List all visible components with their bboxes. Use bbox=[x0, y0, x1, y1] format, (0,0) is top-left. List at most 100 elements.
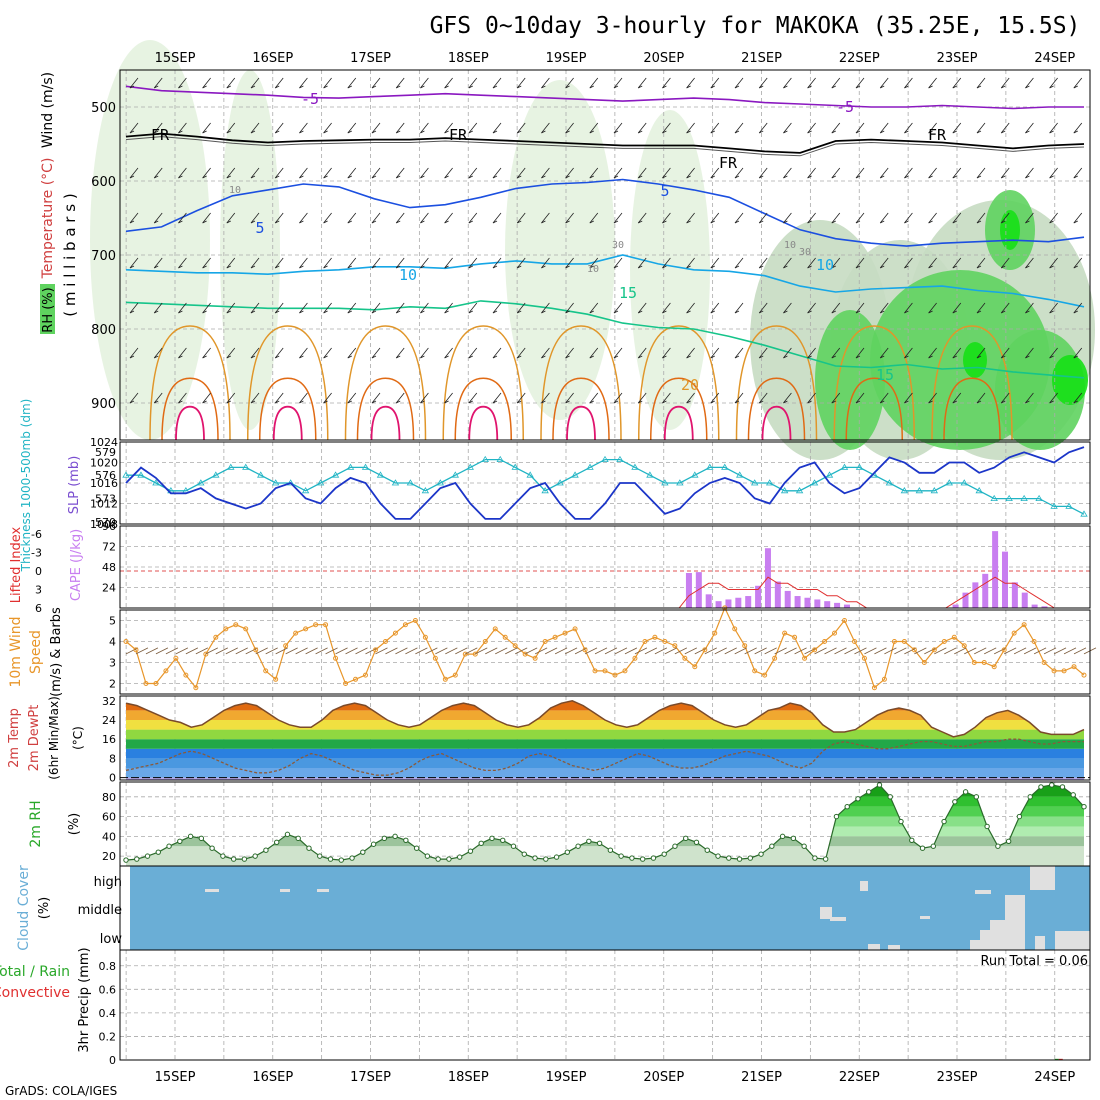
wind-barb bbox=[395, 257, 405, 269]
rh-2m-marker bbox=[284, 831, 291, 838]
thickness-marker bbox=[137, 471, 145, 478]
rh-legend-swatch bbox=[40, 284, 55, 334]
contour-label: FR bbox=[719, 154, 738, 172]
thickness-marker bbox=[257, 471, 265, 478]
wind-barb bbox=[758, 167, 768, 179]
thickness-marker bbox=[930, 487, 939, 494]
wind-barb-10m bbox=[495, 647, 508, 655]
wind-barb bbox=[783, 347, 792, 359]
wind-speed-marker bbox=[602, 668, 608, 674]
wind-barb bbox=[1049, 302, 1058, 314]
wind-barb bbox=[855, 347, 865, 359]
wind-barb bbox=[783, 257, 792, 269]
wind-barb-10m bbox=[754, 647, 767, 655]
wind-barb-10m bbox=[614, 647, 628, 655]
wind-barb bbox=[855, 257, 865, 269]
wind-speed-marker bbox=[472, 651, 478, 657]
rh-2m-marker bbox=[241, 856, 248, 862]
wind-barb bbox=[758, 392, 768, 404]
rh-2m-marker bbox=[510, 843, 517, 849]
wind-barb bbox=[129, 212, 139, 224]
wind-barb bbox=[347, 347, 357, 359]
contour-label: 10 bbox=[399, 266, 417, 284]
wind-barb-10m bbox=[854, 647, 867, 655]
wind-barb bbox=[1025, 77, 1034, 89]
lifted-tick-label: 3 bbox=[35, 584, 42, 597]
wind-barb bbox=[371, 122, 381, 134]
wind-speed-marker bbox=[153, 681, 159, 686]
cape-tick-label: 96 bbox=[102, 520, 116, 533]
wind-barb bbox=[928, 212, 937, 224]
wind-barb bbox=[565, 167, 574, 179]
cloud-cell bbox=[1005, 895, 1025, 920]
wind-barb bbox=[637, 347, 647, 359]
thickness-marker bbox=[691, 471, 699, 478]
wind-speed-marker bbox=[243, 626, 249, 632]
wind-barb bbox=[662, 257, 671, 269]
wind-barb-10m bbox=[894, 647, 907, 655]
cloud-cell bbox=[888, 945, 900, 950]
wind-barb-10m bbox=[205, 647, 219, 655]
cape-bar bbox=[745, 596, 752, 608]
temp-ylabel-3: (6hr Min/Max) bbox=[47, 696, 61, 780]
thickness-marker bbox=[511, 463, 519, 470]
wind-barb bbox=[686, 302, 695, 314]
wind-speed-marker bbox=[1021, 622, 1027, 628]
wind-speed-marker bbox=[462, 651, 468, 657]
wind-barb bbox=[904, 77, 913, 89]
temp-panel-frame bbox=[119, 695, 1091, 781]
wind-barb-10m bbox=[594, 647, 608, 655]
wind-barb-10m bbox=[245, 647, 258, 655]
wind-barb bbox=[395, 167, 405, 179]
cloud-cover-fill bbox=[130, 866, 1090, 950]
rh-2m-marker bbox=[564, 849, 571, 855]
wind-barb bbox=[734, 257, 744, 269]
thickness-marker bbox=[990, 494, 998, 501]
rh-2m-marker bbox=[995, 843, 1001, 849]
contour-label: 5 bbox=[255, 219, 264, 237]
wind-barb-10m bbox=[185, 647, 199, 655]
thickness-marker bbox=[586, 463, 594, 470]
rh-2m-marker bbox=[424, 853, 431, 859]
wind-ylabel-2: Speed bbox=[28, 630, 44, 674]
wind-barb bbox=[274, 257, 284, 269]
rh-2m-marker bbox=[704, 847, 710, 853]
thickness-marker bbox=[331, 471, 340, 478]
rh-tick-label: 80 bbox=[102, 791, 116, 804]
slp-ylabel: SLP (mb) bbox=[67, 456, 82, 515]
wind-speed-marker bbox=[851, 639, 857, 644]
precip-total-legend: Total / Rain bbox=[0, 964, 70, 980]
wind-barb-10m bbox=[145, 647, 159, 655]
wind-barb bbox=[1025, 167, 1034, 179]
thickness-marker bbox=[227, 463, 235, 470]
wind-barb bbox=[299, 392, 308, 404]
temp-ylabel-4: (°C) bbox=[71, 726, 85, 750]
wind-barb bbox=[1000, 122, 1010, 134]
thickness-marker bbox=[721, 463, 729, 470]
wind-barb-10m bbox=[714, 647, 727, 655]
rh-2m-marker bbox=[263, 847, 269, 853]
wind-barb bbox=[516, 122, 526, 134]
isotherm-25 bbox=[356, 377, 415, 441]
wind-speed-marker bbox=[951, 634, 957, 640]
wind-speed-marker bbox=[143, 681, 149, 686]
cloud-cell bbox=[830, 917, 846, 921]
wind-barb-10m bbox=[325, 647, 338, 655]
wind-barb bbox=[637, 122, 647, 134]
wind-barb-10m bbox=[1003, 647, 1017, 655]
thickness-marker bbox=[466, 463, 474, 470]
temp-tick-label: 8 bbox=[109, 752, 116, 765]
slp-tick-label: 1016 bbox=[90, 477, 118, 490]
wind-barb bbox=[565, 302, 574, 314]
rh-2m-marker bbox=[478, 840, 484, 846]
cape-bar bbox=[962, 592, 969, 608]
thickness-marker bbox=[1050, 502, 1058, 509]
precip-tick-label: 0 bbox=[109, 1054, 116, 1067]
wind-barb bbox=[952, 77, 962, 89]
wind-barb bbox=[250, 77, 260, 89]
wind-barb bbox=[178, 212, 187, 224]
rh-2m-marker bbox=[855, 796, 861, 802]
thickness-marker bbox=[960, 479, 968, 486]
temp-ylabel-1: 2m Temp bbox=[7, 708, 22, 768]
wind-barb bbox=[662, 392, 671, 404]
